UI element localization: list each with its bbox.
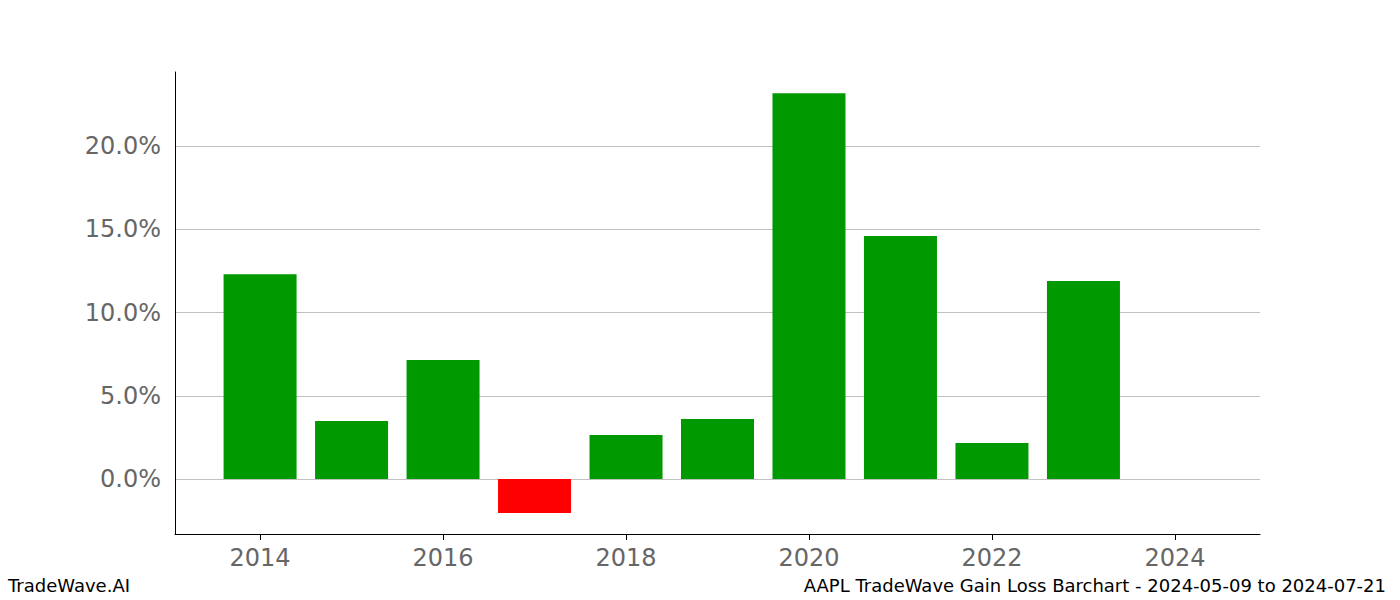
svg-text:5.0%: 5.0% (100, 382, 161, 410)
svg-text:15.0%: 15.0% (85, 215, 161, 243)
svg-text:2022: 2022 (961, 544, 1022, 572)
svg-text:TradeWave.AI: TradeWave.AI (7, 575, 130, 596)
svg-text:2020: 2020 (778, 544, 839, 572)
svg-text:AAPL TradeWave Gain Loss Barch: AAPL TradeWave Gain Loss Barchart - 2024… (804, 575, 1386, 596)
svg-text:0.0%: 0.0% (100, 465, 161, 493)
svg-text:2014: 2014 (230, 544, 291, 572)
svg-text:2018: 2018 (595, 544, 656, 572)
svg-text:2024: 2024 (1144, 544, 1205, 572)
svg-text:20.0%: 20.0% (85, 132, 161, 160)
svg-text:2016: 2016 (413, 544, 474, 572)
svg-text:10.0%: 10.0% (85, 299, 161, 327)
